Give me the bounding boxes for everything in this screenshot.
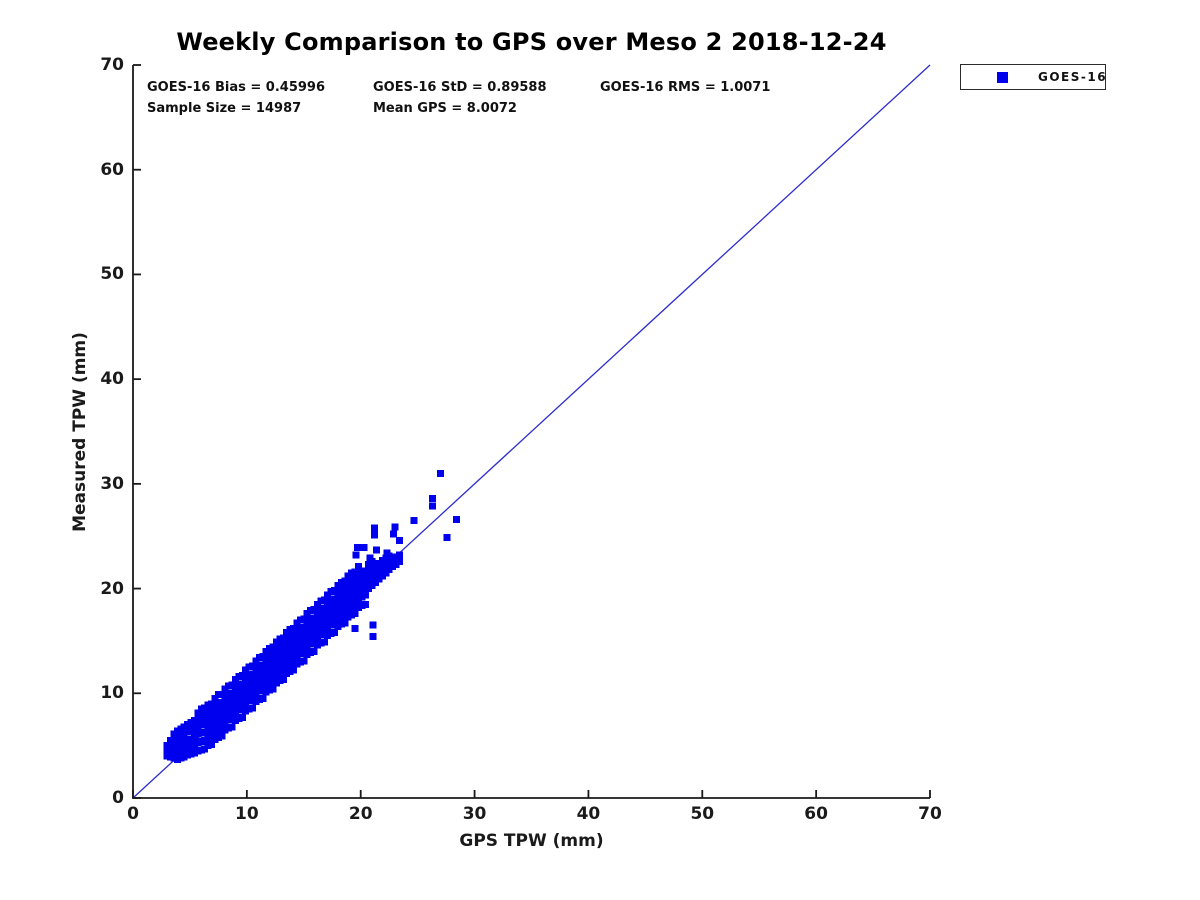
scatter-points — [163, 469, 460, 763]
legend-marker-square-icon — [997, 71, 1008, 83]
y-tick-label: 50 — [100, 264, 124, 285]
y-axis-label: Measured TPW (mm) — [70, 332, 90, 532]
y-tick-label: 70 — [100, 55, 124, 75]
y-tick-label: 20 — [100, 578, 124, 599]
x-tick-label: 10 — [235, 804, 259, 824]
x-tick-label: 50 — [690, 804, 715, 824]
y-tick-label: 10 — [100, 683, 124, 704]
x-tick-label: 70 — [918, 804, 942, 824]
y-tick-label: 60 — [100, 159, 124, 180]
stat-rms: GOES-16 RMS = 1.0071 — [600, 80, 771, 95]
stat-bias: GOES-16 Bias = 0.45996 — [147, 80, 326, 95]
x-tick-label: 40 — [576, 804, 601, 824]
stat-mean-gps: Mean GPS = 8.0072 — [373, 101, 517, 116]
y-tick-label: 40 — [100, 369, 124, 390]
x-tick-label: 20 — [348, 804, 373, 824]
stat-std: GOES-16 StD = 0.89588 — [373, 80, 547, 95]
legend: GOES-16 — [960, 64, 1106, 90]
x-tick-label: 60 — [804, 804, 828, 824]
legend-label: GOES-16 — [1038, 70, 1108, 84]
axis-ticks — [132, 64, 931, 799]
x-axis-label: GPS TPW (mm) — [459, 831, 604, 851]
x-tick-label: 0 — [127, 804, 139, 824]
chart-title: Weekly Comparison to GPS over Meso 2 201… — [176, 28, 887, 56]
stat-sample-size: Sample Size = 14987 — [147, 101, 302, 116]
y-tick-label: 0 — [112, 788, 124, 808]
y-tick-label: 30 — [100, 473, 124, 494]
x-tick-label: 30 — [462, 804, 487, 824]
